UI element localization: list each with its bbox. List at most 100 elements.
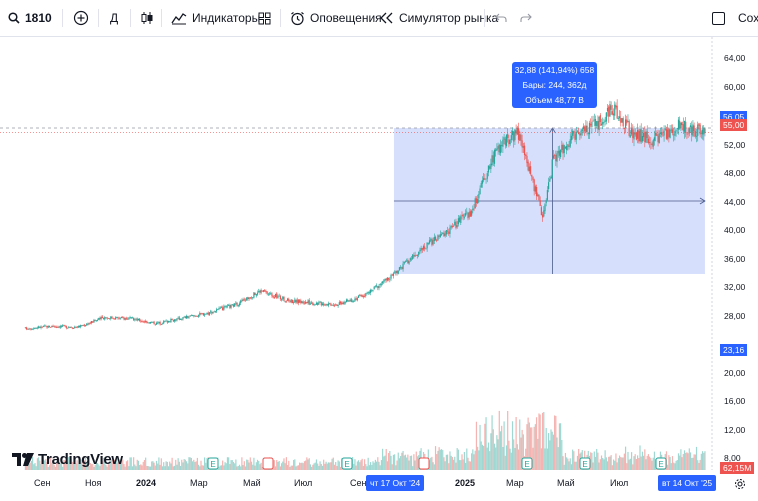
candle-body [693, 125, 695, 132]
candle-body [177, 317, 179, 319]
candle-body [523, 145, 526, 156]
candle-body [449, 227, 451, 234]
candle-body [315, 302, 318, 305]
volume-bar [603, 459, 605, 470]
chart-settings-button[interactable] [734, 477, 746, 491]
layouts-button[interactable] [258, 0, 271, 36]
volume-bar [362, 466, 364, 470]
volume-bar [154, 465, 156, 470]
alerts-button[interactable]: Оповещения [290, 0, 382, 36]
candle-body [594, 118, 597, 126]
candle-body [652, 140, 654, 147]
candle-body [680, 122, 682, 129]
candle-body [632, 129, 634, 138]
volume-bar [184, 459, 186, 470]
candle-body [574, 134, 576, 141]
undo-button[interactable] [495, 0, 507, 36]
candle-body [371, 289, 373, 291]
candle-body [184, 316, 186, 319]
volume-bar [136, 459, 138, 470]
volume-bar [597, 452, 599, 470]
volume-bar [320, 463, 322, 470]
earnings-event-marker [521, 457, 533, 470]
volume-bar [68, 457, 70, 470]
volume-bar [46, 462, 48, 470]
candle-body [100, 317, 102, 320]
candle-body [404, 261, 407, 262]
save-button[interactable]: Сохр [712, 0, 758, 36]
candle-body [644, 131, 646, 143]
volume-bar [116, 457, 118, 470]
volume-bar [561, 440, 563, 470]
interval-button[interactable]: Д [110, 0, 118, 36]
volume-bar [173, 465, 176, 470]
chart-area[interactable]: EEEEEEE 32,88 (141,94%) 658 Бары: 244, 3… [0, 37, 758, 501]
candle-body [495, 149, 497, 152]
redo-button[interactable] [520, 0, 532, 36]
candle-body [667, 129, 669, 139]
candle-body [232, 304, 235, 307]
volume-bar [389, 451, 391, 470]
symbol-search-button[interactable]: 1810 [8, 0, 52, 36]
candle-body [179, 319, 182, 320]
volume-bar [112, 458, 114, 470]
candle-body [618, 116, 621, 119]
candle-body [460, 216, 462, 223]
volume-bar [440, 449, 443, 470]
candle-body [131, 317, 134, 319]
candle-body [24, 327, 26, 329]
volume-bar [400, 456, 402, 470]
candle-body [291, 299, 294, 304]
price-chart[interactable]: EEEEEEE [0, 37, 758, 501]
volume-bar [481, 444, 484, 470]
volume-bar [622, 457, 624, 470]
volume-bar [605, 457, 607, 470]
candle-body [426, 242, 428, 249]
candle-body [297, 299, 300, 304]
volume-bar [246, 459, 248, 470]
volume-bar [670, 463, 672, 470]
candle-body [493, 150, 496, 164]
time-label: Июл [610, 478, 629, 488]
replay-button[interactable]: Симулятор рынка [380, 0, 498, 36]
compare-button[interactable] [73, 0, 89, 36]
candle-body [356, 298, 358, 301]
candle-body [658, 133, 660, 144]
volume-bar [335, 462, 337, 470]
candle-body [202, 313, 205, 316]
candle-body [172, 319, 174, 322]
candle-body [206, 312, 208, 314]
candle-body [390, 274, 392, 279]
top-toolbar: 1810 Д Индикаторы Оповещения Симулятор р… [0, 0, 758, 37]
chart-type-button[interactable] [140, 0, 154, 36]
candle-body [403, 261, 405, 264]
candle-body [77, 326, 79, 328]
toolbar-divider [161, 9, 162, 27]
volume-bar [318, 465, 320, 470]
indicators-button[interactable]: Индикаторы [171, 0, 260, 36]
volume-bar [385, 448, 387, 470]
price-tick-label: 28,00 [724, 311, 746, 321]
candle-body [261, 290, 263, 292]
volume-bar [687, 453, 689, 470]
candle-body [272, 295, 274, 298]
candle-body [318, 302, 320, 305]
volume-bar [255, 462, 257, 470]
volume-bar [204, 457, 206, 470]
candle-body [401, 267, 403, 269]
candle-body [258, 291, 260, 293]
candle-body [552, 155, 555, 159]
earnings-event-marker [418, 457, 430, 470]
candle-body [585, 125, 587, 133]
candle-body [564, 146, 567, 149]
candle-body [535, 187, 538, 197]
candle-body [620, 118, 622, 123]
candle-body [446, 230, 449, 232]
candle-body [64, 325, 66, 327]
volume-bar [507, 410, 509, 470]
volume-bar [135, 466, 137, 470]
volume-bar [360, 460, 362, 470]
candle-body [191, 315, 194, 317]
volume-bar [175, 459, 177, 470]
tradingview-logo: TradingView [12, 451, 123, 468]
